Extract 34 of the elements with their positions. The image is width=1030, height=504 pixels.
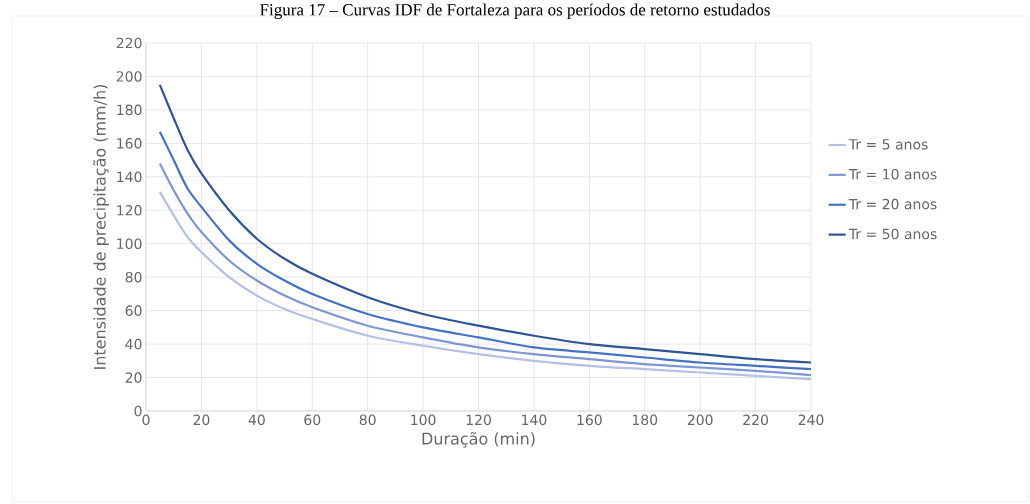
y-tick-label: 160 xyxy=(117,138,142,149)
legend-label: Tr = 10 anos xyxy=(848,168,937,180)
x-tick-label: 240 xyxy=(798,414,824,426)
y-tick-label: 0 xyxy=(134,405,142,417)
line-series xyxy=(158,83,812,364)
x-tick-label: 0 xyxy=(142,414,150,426)
x-tick-label: 220 xyxy=(743,414,769,426)
legend-label: Tr = 5 anos xyxy=(848,139,928,150)
y-tick-label: 100 xyxy=(117,238,142,250)
x-tick-label: 80 xyxy=(359,414,376,426)
x-tick-label: 200 xyxy=(687,414,713,426)
x-tick-label: 20 xyxy=(193,414,210,426)
y-tick-label: 180 xyxy=(117,104,142,116)
line-series xyxy=(158,130,812,371)
y-tick-label: 200 xyxy=(116,71,142,82)
legend-label: Tr = 20 anos xyxy=(848,198,937,210)
y-axis-title: Intensidade de precipitação (mm/h) xyxy=(93,84,109,369)
x-tick-label: 120 xyxy=(466,414,491,426)
x-tick-label: 40 xyxy=(248,414,265,426)
chart-title: Figura 17 – Curvas IDF de Fortaleza para os períodos de retorno estudados xyxy=(260,3,770,20)
x-tick-label: 180 xyxy=(632,414,658,426)
x-tick-label: 160 xyxy=(577,414,602,426)
y-tick-label: 120 xyxy=(117,204,142,216)
y-tick-label: 140 xyxy=(117,171,142,183)
y-tick-label: 60 xyxy=(125,305,142,316)
y-tick-label: 20 xyxy=(125,372,142,383)
y-tick-label: 80 xyxy=(125,271,142,283)
y-tick-label: 220 xyxy=(116,37,142,49)
legend-label: Tr = 50 anos xyxy=(848,228,937,240)
y-tick-label: 40 xyxy=(125,338,142,350)
x-tick-label: 60 xyxy=(304,414,321,426)
x-tick-label: 140 xyxy=(522,414,547,426)
x-tick-label: 100 xyxy=(411,414,436,426)
x-axis-title: Duração (min) xyxy=(422,432,535,448)
